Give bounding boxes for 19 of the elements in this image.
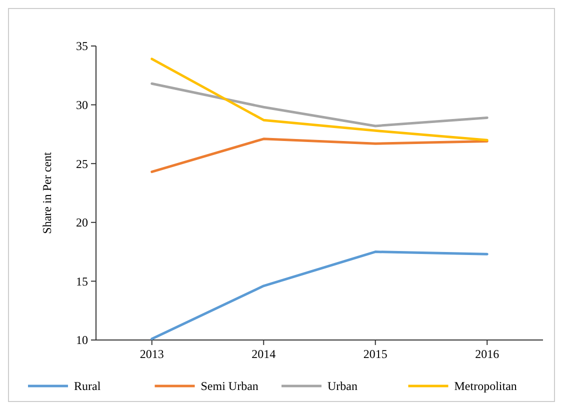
y-tick-label: 35	[76, 39, 88, 54]
line-series	[150, 138, 488, 174]
line-series	[150, 58, 488, 142]
legend-label: Urban	[328, 379, 358, 394]
y-tick-label: 30	[76, 98, 88, 112]
y-tick-label: 15	[76, 274, 88, 288]
x-tick-label: 2014	[252, 347, 276, 361]
x-tick-label: 2013	[140, 347, 164, 361]
legend-label: Semi Urban	[200, 379, 258, 394]
y-tick-label: 10	[76, 333, 88, 348]
y-axis-title: Share in Per cent	[40, 152, 54, 234]
y-tick-label: 25	[76, 156, 88, 171]
x-tick-label: 2015	[363, 347, 388, 361]
line-series	[150, 82, 488, 128]
y-tick-label: 20	[76, 216, 88, 230]
legend-label: Metropolitan	[454, 379, 517, 394]
legend-label: Rural	[74, 379, 102, 394]
line-series	[150, 250, 488, 340]
x-tick-label: 2016	[475, 347, 500, 361]
